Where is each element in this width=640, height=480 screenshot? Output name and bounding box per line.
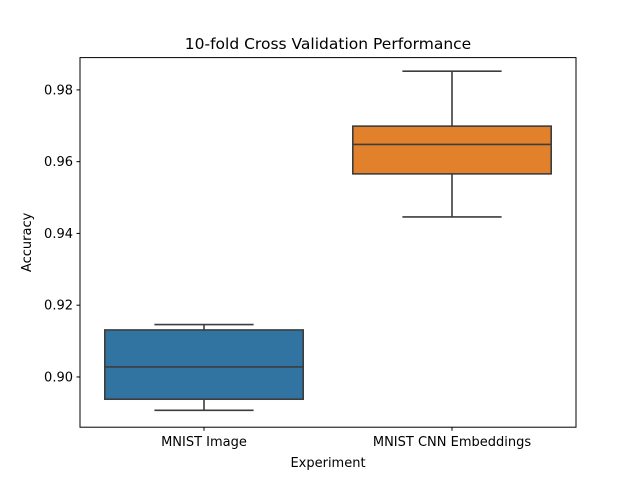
y-tick-label: 0.94 — [44, 227, 73, 242]
x-axis: MNIST Image MNIST CNN Embeddings — [161, 427, 531, 450]
boxes-layer — [104, 70, 552, 412]
box-2 — [351, 70, 552, 218]
y-axis-label: Accuracy — [20, 212, 35, 272]
y-tick-label: 0.98 — [44, 83, 73, 98]
y-axis: 0.90 0.92 0.94 0.96 0.98 — [44, 83, 80, 385]
interquartile-box — [104, 329, 304, 401]
x-tick-label: MNIST CNN Embeddings — [373, 435, 531, 450]
plot-area-frame — [79, 57, 577, 428]
chart-title: 10-fold Cross Validation Performance — [185, 35, 471, 53]
y-tick-label: 0.92 — [44, 299, 73, 314]
interquartile-box — [351, 125, 552, 175]
x-axis-label: Experiment — [290, 456, 365, 471]
box-1 — [104, 323, 304, 412]
x-tick-label: MNIST Image — [161, 435, 247, 450]
y-tick-label: 0.96 — [44, 155, 73, 170]
y-tick-label: 0.90 — [44, 370, 73, 385]
